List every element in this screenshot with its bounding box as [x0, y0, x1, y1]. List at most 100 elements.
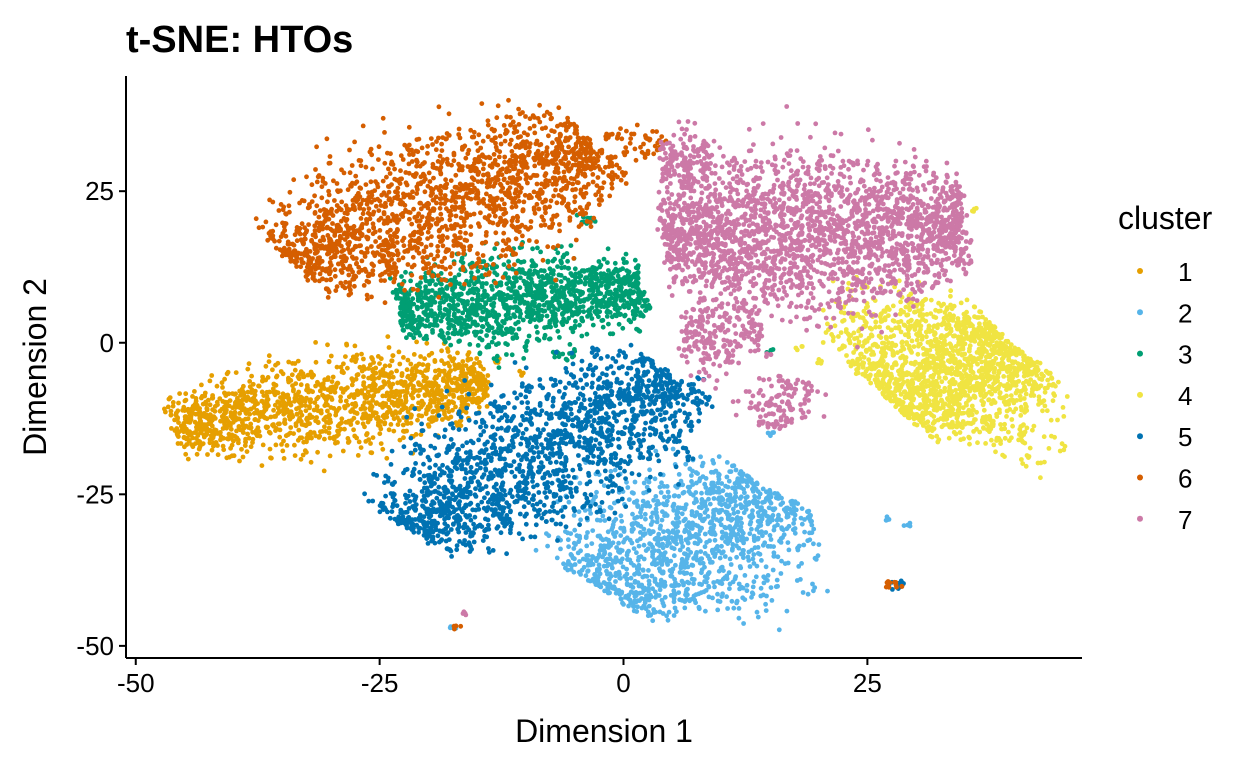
point [570, 329, 576, 335]
point [710, 548, 716, 554]
point [393, 388, 399, 394]
point [547, 266, 553, 272]
point [635, 557, 641, 563]
point [214, 399, 220, 405]
point [338, 386, 344, 391]
point [660, 545, 666, 551]
point [530, 294, 536, 300]
point [734, 522, 740, 528]
point [652, 476, 658, 482]
point [688, 550, 694, 555]
point [439, 348, 444, 354]
point [226, 422, 231, 428]
point [706, 594, 712, 600]
point [399, 302, 405, 308]
point [434, 391, 440, 397]
point [496, 365, 502, 370]
point [730, 463, 735, 469]
point [765, 430, 771, 436]
point [600, 317, 606, 323]
point [563, 298, 569, 304]
point [799, 521, 805, 527]
point [405, 316, 411, 321]
point [295, 358, 301, 364]
point [380, 393, 386, 399]
point [690, 468, 695, 474]
point [453, 404, 458, 410]
point [550, 258, 556, 264]
point [585, 578, 591, 583]
point [185, 430, 191, 436]
point [719, 529, 725, 535]
point [460, 367, 466, 373]
point [706, 496, 711, 502]
point [286, 359, 292, 365]
point [243, 436, 249, 442]
point [757, 551, 763, 557]
point [273, 414, 278, 419]
point [636, 300, 642, 306]
point [318, 410, 324, 416]
point [682, 605, 688, 611]
point [444, 383, 450, 389]
point [613, 516, 619, 522]
point [187, 416, 193, 421]
point [638, 514, 644, 520]
point [221, 447, 227, 453]
point [578, 572, 583, 577]
point [327, 453, 333, 459]
point [717, 508, 723, 513]
point [566, 315, 572, 321]
point [718, 522, 724, 528]
point [387, 363, 393, 369]
point [838, 330, 844, 335]
point [444, 379, 450, 385]
point [562, 264, 567, 270]
point [517, 297, 523, 302]
point [622, 312, 628, 318]
point [705, 514, 711, 519]
point [604, 568, 609, 574]
point [512, 314, 518, 320]
point [658, 580, 664, 586]
point [901, 389, 907, 395]
point [376, 375, 382, 381]
point [511, 335, 517, 341]
point [525, 338, 530, 344]
point [419, 370, 425, 376]
point [615, 278, 621, 284]
point [662, 494, 667, 500]
point [278, 369, 284, 374]
point [583, 535, 589, 541]
chart-title: t-SNE: HTOs [126, 19, 353, 61]
point [311, 372, 316, 378]
point [805, 515, 811, 520]
point [566, 265, 572, 271]
point [689, 512, 695, 517]
point [737, 564, 743, 569]
point [277, 434, 283, 440]
point [624, 552, 630, 558]
point [623, 251, 629, 257]
point [790, 527, 796, 533]
point [327, 435, 333, 441]
point [259, 463, 265, 468]
point [209, 423, 215, 429]
point [247, 379, 253, 384]
point [975, 440, 980, 446]
point [390, 353, 396, 358]
point [590, 282, 596, 288]
point [382, 421, 388, 427]
point [687, 484, 693, 490]
point [338, 398, 343, 404]
point [396, 295, 402, 301]
point [395, 422, 401, 427]
point [327, 412, 332, 418]
point [466, 310, 471, 316]
point [612, 500, 617, 506]
point [463, 397, 468, 402]
point [298, 419, 304, 424]
point [397, 437, 403, 443]
point [697, 581, 702, 587]
point [462, 387, 468, 393]
